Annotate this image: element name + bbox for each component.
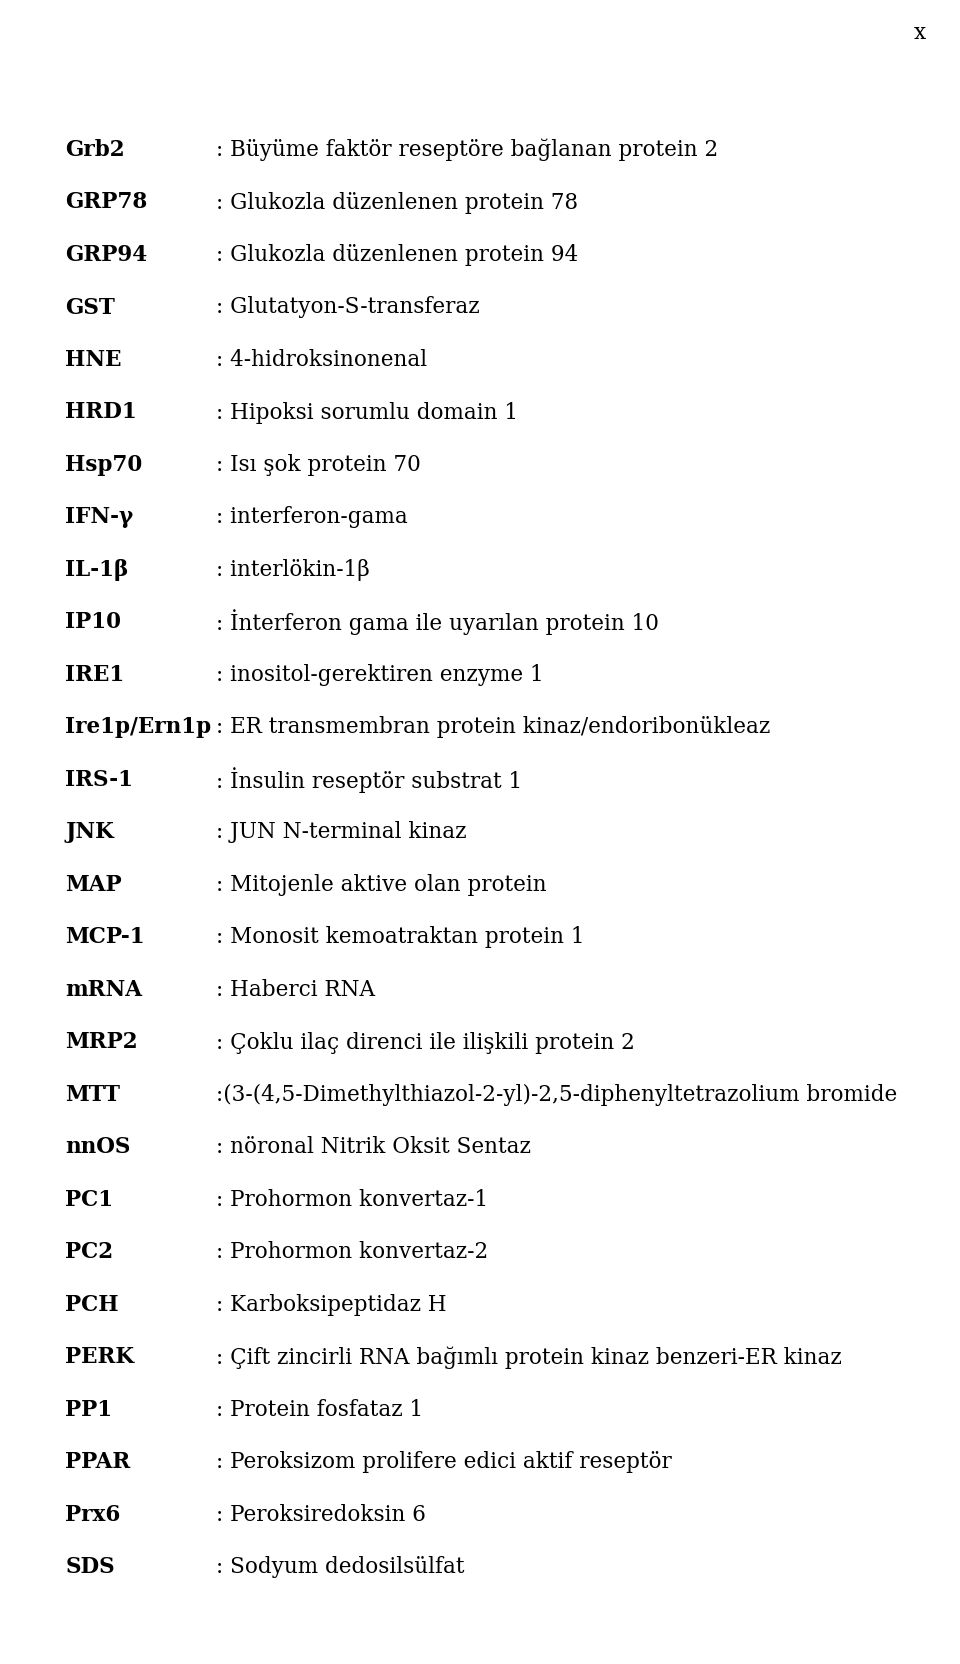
Text: : Çoklu ilaç direnci ile ilişkili protein 2: : Çoklu ilaç direnci ile ilişkili protei…: [216, 1032, 635, 1053]
Text: : Prohormon konvertaz-2: : Prohormon konvertaz-2: [216, 1241, 489, 1263]
Text: : Haberci RNA: : Haberci RNA: [216, 978, 375, 1000]
Text: Grb2: Grb2: [65, 138, 125, 161]
Text: IL-1β: IL-1β: [65, 559, 129, 581]
Text: : Karboksipeptidaz H: : Karboksipeptidaz H: [216, 1293, 446, 1315]
Text: : Sodyum dedosilsülfat: : Sodyum dedosilsülfat: [216, 1556, 465, 1577]
Text: : inositol-gerektiren enzyme 1: : inositol-gerektiren enzyme 1: [216, 664, 543, 686]
Text: : İnsulin reseptör substrat 1: : İnsulin reseptör substrat 1: [216, 767, 522, 792]
Text: : Isı şok protein 70: : Isı şok protein 70: [216, 454, 420, 476]
Text: : Prohormon konvertaz-1: : Prohormon konvertaz-1: [216, 1188, 488, 1210]
Text: : Protein fosfataz 1: : Protein fosfataz 1: [216, 1398, 423, 1419]
Text: : Peroksiredoksin 6: : Peroksiredoksin 6: [216, 1503, 426, 1526]
Text: : Glutatyon-S-transferaz: : Glutatyon-S-transferaz: [216, 296, 480, 318]
Text: PP1: PP1: [65, 1398, 112, 1419]
Text: : Peroksizom prolifere edici aktif reseptör: : Peroksizom prolifere edici aktif resep…: [216, 1451, 672, 1473]
Text: JNK: JNK: [65, 820, 114, 844]
Text: x: x: [914, 22, 925, 43]
Text: : interferon-gama: : interferon-gama: [216, 506, 408, 527]
Text: IRS-1: IRS-1: [65, 769, 133, 790]
Text: Prx6: Prx6: [65, 1503, 121, 1526]
Text: : JUN N-terminal kinaz: : JUN N-terminal kinaz: [216, 820, 467, 844]
Text: :(3-(4,5-Dimethylthiazol-2-yl)-2,5-diphenyltetrazolium bromide: :(3-(4,5-Dimethylthiazol-2-yl)-2,5-diphe…: [216, 1083, 898, 1105]
Text: MAP: MAP: [65, 874, 122, 895]
Text: SDS: SDS: [65, 1556, 115, 1577]
Text: GRP94: GRP94: [65, 245, 148, 266]
Text: : nöronal Nitrik Oksit Sentaz: : nöronal Nitrik Oksit Sentaz: [216, 1137, 531, 1158]
Text: PC2: PC2: [65, 1241, 113, 1263]
Text: HRD1: HRD1: [65, 401, 137, 423]
Text: IRE1: IRE1: [65, 664, 125, 686]
Text: : interlökin-1β: : interlökin-1β: [216, 559, 370, 581]
Text: : Büyüme faktör reseptöre bağlanan protein 2: : Büyüme faktör reseptöre bağlanan prote…: [216, 138, 718, 161]
Text: MRP2: MRP2: [65, 1032, 138, 1053]
Text: PPAR: PPAR: [65, 1451, 131, 1473]
Text: GRP78: GRP78: [65, 191, 148, 213]
Text: : Çift zincirli RNA bağımlı protein kinaz benzeri-ER kinaz: : Çift zincirli RNA bağımlı protein kina…: [216, 1346, 842, 1368]
Text: nnOS: nnOS: [65, 1137, 131, 1158]
Text: IFN-γ: IFN-γ: [65, 506, 133, 527]
Text: Hsp70: Hsp70: [65, 454, 142, 476]
Text: PERK: PERK: [65, 1346, 134, 1368]
Text: : 4-hidroksinonenal: : 4-hidroksinonenal: [216, 349, 427, 371]
Text: MTT: MTT: [65, 1083, 120, 1105]
Text: : İnterferon gama ile uyarılan protein 10: : İnterferon gama ile uyarılan protein 1…: [216, 609, 659, 636]
Text: : Monosit kemoatraktan protein 1: : Monosit kemoatraktan protein 1: [216, 925, 585, 948]
Text: mRNA: mRNA: [65, 978, 142, 1000]
Text: : Glukozla düzenlenen protein 78: : Glukozla düzenlenen protein 78: [216, 191, 578, 213]
Text: : ER transmembran protein kinaz/endoribonükleaz: : ER transmembran protein kinaz/endoribo…: [216, 716, 770, 739]
Text: : Glukozla düzenlenen protein 94: : Glukozla düzenlenen protein 94: [216, 245, 578, 266]
Text: HNE: HNE: [65, 349, 122, 371]
Text: IP10: IP10: [65, 611, 121, 632]
Text: Ire1p/Ern1p: Ire1p/Ern1p: [65, 716, 211, 739]
Text: : Mitojenle aktive olan protein: : Mitojenle aktive olan protein: [216, 874, 546, 895]
Text: : Hipoksi sorumlu domain 1: : Hipoksi sorumlu domain 1: [216, 401, 518, 423]
Text: PCH: PCH: [65, 1293, 119, 1315]
Text: PC1: PC1: [65, 1188, 113, 1210]
Text: MCP-1: MCP-1: [65, 925, 145, 948]
Text: GST: GST: [65, 296, 115, 318]
